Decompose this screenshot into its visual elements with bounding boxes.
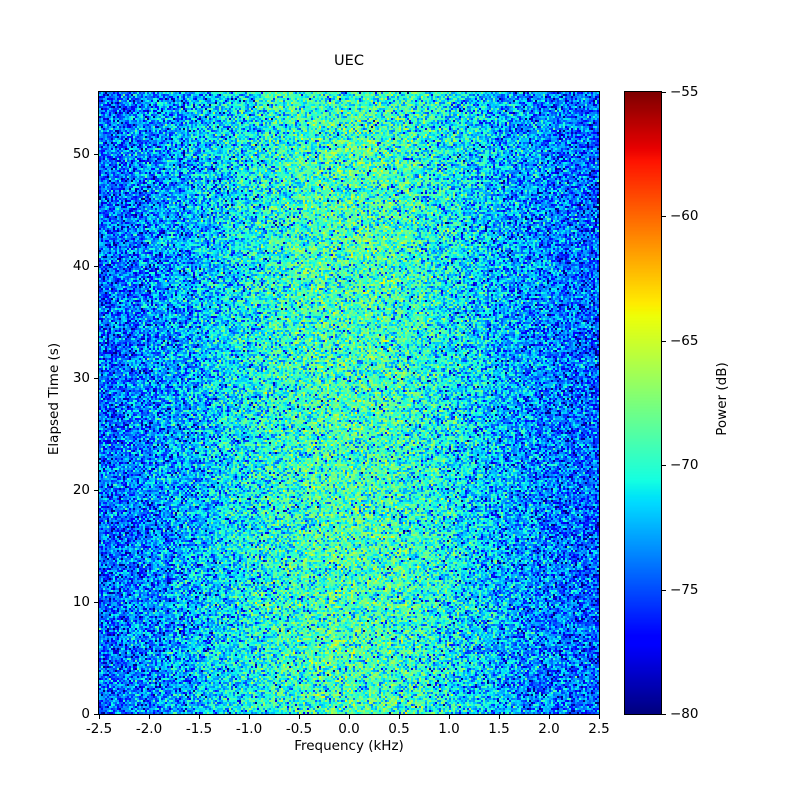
x-tick [549,715,550,719]
x-tick-label: -1.0 [235,721,263,737]
x-tick-label: -2.0 [135,721,163,737]
x-axis-label: Frequency (kHz) [294,738,404,754]
x-tick [349,715,350,719]
colorbar-tick [662,714,666,715]
x-tick [149,715,150,719]
x-tick-label: 0.0 [338,721,360,737]
spectrogram-plot-area [98,91,600,715]
x-tick [499,715,500,719]
y-tick-label: 40 [72,258,90,274]
colorbar-tick-label: −65 [670,333,699,349]
y-tick-label: 0 [81,706,90,722]
x-tick-label: -1.5 [185,721,213,737]
x-tick [449,715,450,719]
colorbar [624,91,662,715]
colorbar-tick-label: −80 [670,706,699,722]
x-tick [99,715,100,719]
x-tick-label: 2.0 [538,721,560,737]
title-station: UEC [334,53,364,69]
y-tick [94,266,98,267]
colorbar-tick-label: −55 [670,84,699,100]
x-tick-label: -0.5 [285,721,313,737]
y-tick [94,602,98,603]
spectrogram-image [99,92,599,714]
y-tick [94,378,98,379]
y-tick [94,490,98,491]
colorbar-tick [662,92,666,93]
x-tick [199,715,200,719]
colorbar-tick-label: −75 [670,582,699,598]
colorbar-tick [662,590,666,591]
colorbar-tick [662,465,666,466]
x-tick [399,715,400,719]
x-tick-label: -2.5 [85,721,113,737]
colorbar-tick-label: −70 [670,457,699,473]
colorbar-tick-label: −60 [670,208,699,224]
colorbar-tick [662,216,666,217]
y-tick [94,154,98,155]
colorbar-gradient [625,92,661,714]
y-tick-label: 20 [72,482,90,498]
x-tick-label: 0.5 [388,721,410,737]
x-tick [599,715,600,719]
y-tick-label: 30 [72,370,90,386]
x-tick [299,715,300,719]
colorbar-label: Power (dB) [714,362,730,436]
colorbar-tick [662,341,666,342]
y-tick [94,714,98,715]
x-tick-label: 1.0 [438,721,460,737]
x-tick-label: 1.5 [488,721,510,737]
x-tick [249,715,250,719]
x-tick-label: 2.5 [588,721,610,737]
y-tick-label: 50 [72,146,90,162]
y-tick-label: 10 [72,594,90,610]
y-axis-label: Elapsed Time (s) [46,342,62,456]
